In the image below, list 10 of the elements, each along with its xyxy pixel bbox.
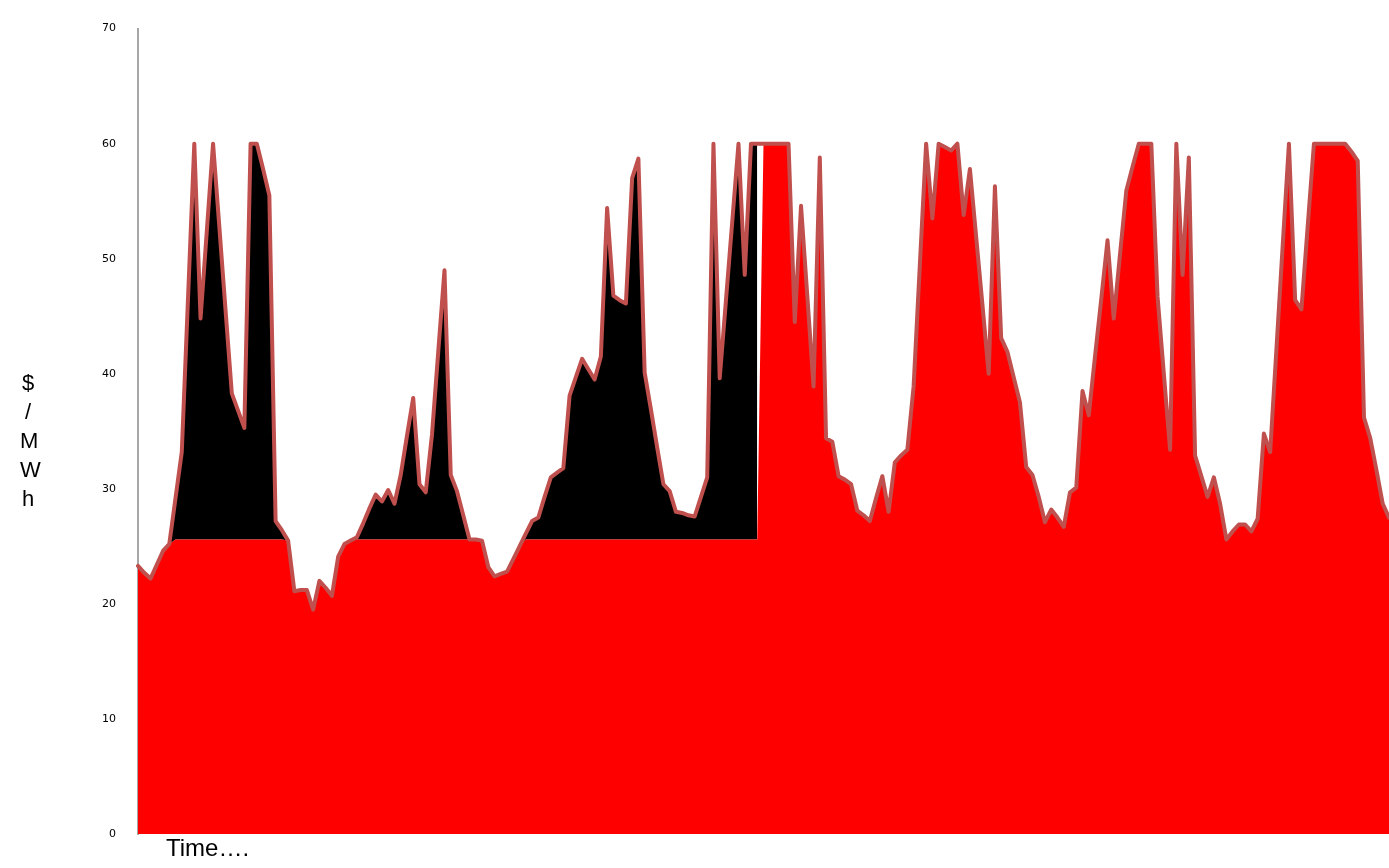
x-axis-title: Time…. xyxy=(166,834,250,862)
y-tick-label: 40 xyxy=(102,366,116,380)
y-axis-title: $/MWh xyxy=(20,369,41,513)
y-tick-label: 0 xyxy=(109,826,116,840)
y-tick-label: 30 xyxy=(102,481,116,495)
y-tick-label: 60 xyxy=(102,136,116,150)
y-tick-label: 20 xyxy=(102,596,116,610)
y-tick-label: 50 xyxy=(102,251,116,265)
y-tick-label: 10 xyxy=(102,711,116,725)
y-tick-label: 70 xyxy=(102,21,116,35)
